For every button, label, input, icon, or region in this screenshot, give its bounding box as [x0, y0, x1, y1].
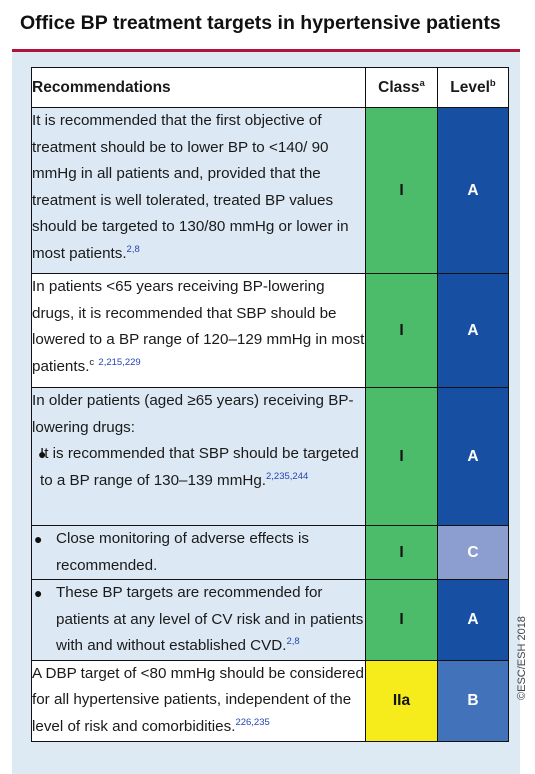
- recommendation-text: ● Close monitoring of adverse effects is…: [31, 525, 366, 580]
- recommendation-intro: In older patients (aged ≥65 years) recei…: [32, 392, 354, 436]
- recommendation-text: It is recommended that the first objecti…: [31, 107, 366, 274]
- bullet-icon: ●: [38, 446, 47, 462]
- reference: 2,8: [126, 243, 140, 255]
- recommendation-text: ● These BP targets are recommended for p…: [31, 579, 366, 661]
- table-row: ● These BP targets are recommended for p…: [31, 579, 509, 661]
- bullet-icon: ●: [34, 585, 43, 601]
- table-row: In patients <65 years receiving BP-lower…: [31, 273, 509, 388]
- table-header-row: Recommendations Classa Levelb: [31, 67, 509, 108]
- reference: 2,8: [286, 636, 300, 647]
- recommendation-text: In patients <65 years receiving BP-lower…: [31, 273, 366, 388]
- header-class: Classa: [365, 67, 438, 108]
- table-row: It is recommended that the first objecti…: [31, 107, 509, 274]
- level-cell: A: [437, 387, 509, 526]
- table-row: ● Close monitoring of adverse effects is…: [31, 525, 509, 580]
- level-cell: A: [437, 273, 509, 388]
- page-title: Office BP treatment targets in hypertens…: [20, 12, 501, 34]
- header-level: Levelb: [437, 67, 509, 108]
- recommendations-table: Recommendations Classa Levelb It is reco…: [31, 67, 509, 742]
- bullet-item: ● These BP targets are recommended for p…: [32, 580, 365, 660]
- level-cell: A: [437, 579, 509, 661]
- class-cell: I: [365, 579, 438, 661]
- recommendation-text: In older patients (aged ≥65 years) recei…: [31, 387, 366, 526]
- bullet-icon: ●: [34, 531, 43, 547]
- level-cell: B: [437, 659, 509, 742]
- class-cell: I: [365, 273, 438, 388]
- level-cell: A: [437, 107, 509, 274]
- reference: 2,235,244: [266, 470, 309, 482]
- class-cell: I: [365, 107, 438, 274]
- level-cell: C: [437, 525, 509, 580]
- header-recommendations: Recommendations: [31, 67, 366, 108]
- reference: 226,235: [235, 716, 270, 728]
- class-cell: I: [365, 525, 438, 580]
- title-divider: [12, 49, 520, 52]
- class-cell: IIa: [365, 659, 438, 742]
- table-row: A DBP target of <80 mmHg should be consi…: [31, 659, 509, 742]
- recommendation-text: A DBP target of <80 mmHg should be consi…: [31, 659, 366, 742]
- copyright-notice: ©ESC/ESH 2018: [516, 616, 528, 700]
- reference: 2,215,229: [98, 356, 141, 368]
- class-cell: I: [365, 387, 438, 526]
- table-row: In older patients (aged ≥65 years) recei…: [31, 387, 509, 526]
- bullet-item: ● Close monitoring of adverse effects is…: [32, 526, 365, 579]
- footnote-marker: c: [89, 356, 95, 368]
- bullet-item: ● It is recommended that SBP should be t…: [32, 441, 365, 494]
